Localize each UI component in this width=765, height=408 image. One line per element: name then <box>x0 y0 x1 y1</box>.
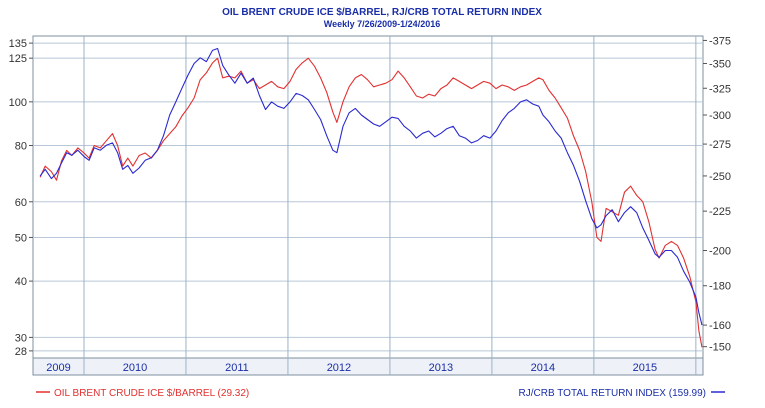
right-tick-label: -325 <box>709 83 731 95</box>
right-tick-label: -160 <box>709 320 731 332</box>
grid-layer <box>33 36 703 375</box>
legend: OIL BRENT CRUDE ICE $/BARREL (29.32) RJ/… <box>36 388 725 399</box>
right-tick-label: -150 <box>709 342 731 354</box>
right-tick-label: -275 <box>709 139 731 151</box>
left-tick-label: 60 <box>15 197 27 209</box>
series-line-oil <box>39 57 703 348</box>
right-tick-label: -300 <box>709 110 731 122</box>
right-tick-label: -375 <box>709 35 731 47</box>
left-tick-label: 30 <box>15 332 27 344</box>
left-axis: 28 30 40 50 60 80 100 125 135 <box>9 38 33 358</box>
right-tick-label: -250 <box>709 171 731 183</box>
right-tick-label: -180 <box>709 281 731 293</box>
right-tick-label: -350 <box>709 58 731 70</box>
series-layer <box>39 47 703 348</box>
year-label: 2014 <box>531 362 555 374</box>
year-label: 2010 <box>123 362 147 374</box>
right-tick-label: -200 <box>709 246 731 258</box>
left-tick-label: 40 <box>15 276 27 288</box>
left-tick-label: 125 <box>9 53 27 65</box>
left-tick-label: 50 <box>15 232 27 244</box>
year-band <box>32 357 704 376</box>
left-tick-label: 28 <box>15 346 27 358</box>
year-label: 2011 <box>225 362 249 374</box>
chart-title: OIL BRENT CRUDE ICE $/BARREL, RJ/CRB TOT… <box>222 7 542 18</box>
left-tick-label: 135 <box>9 38 27 50</box>
right-tick-label: -225 <box>709 206 731 218</box>
right-axis: -150 -160 -180 -200 -225 -250 -275 -300 -325 -350… <box>703 35 731 354</box>
year-axis: 2009 2010 2011 2012 2013 2014 2015 <box>46 362 657 374</box>
left-tick-label: 100 <box>9 97 27 109</box>
chart-subtitle: Weekly 7/26/2009-1/24/2016 <box>324 19 440 29</box>
legend-label-rjcrb: RJ/CRB TOTAL RETURN INDEX (159.99) <box>519 388 706 399</box>
year-label: 2015 <box>633 362 657 374</box>
year-label: 2009 <box>46 362 70 374</box>
left-tick-label: 80 <box>15 140 27 152</box>
year-label: 2013 <box>429 362 453 374</box>
series-line-rjcrb <box>39 47 703 326</box>
year-label: 2012 <box>327 362 351 374</box>
legend-label-oil: OIL BRENT CRUDE ICE $/BARREL (29.32) <box>54 388 249 399</box>
